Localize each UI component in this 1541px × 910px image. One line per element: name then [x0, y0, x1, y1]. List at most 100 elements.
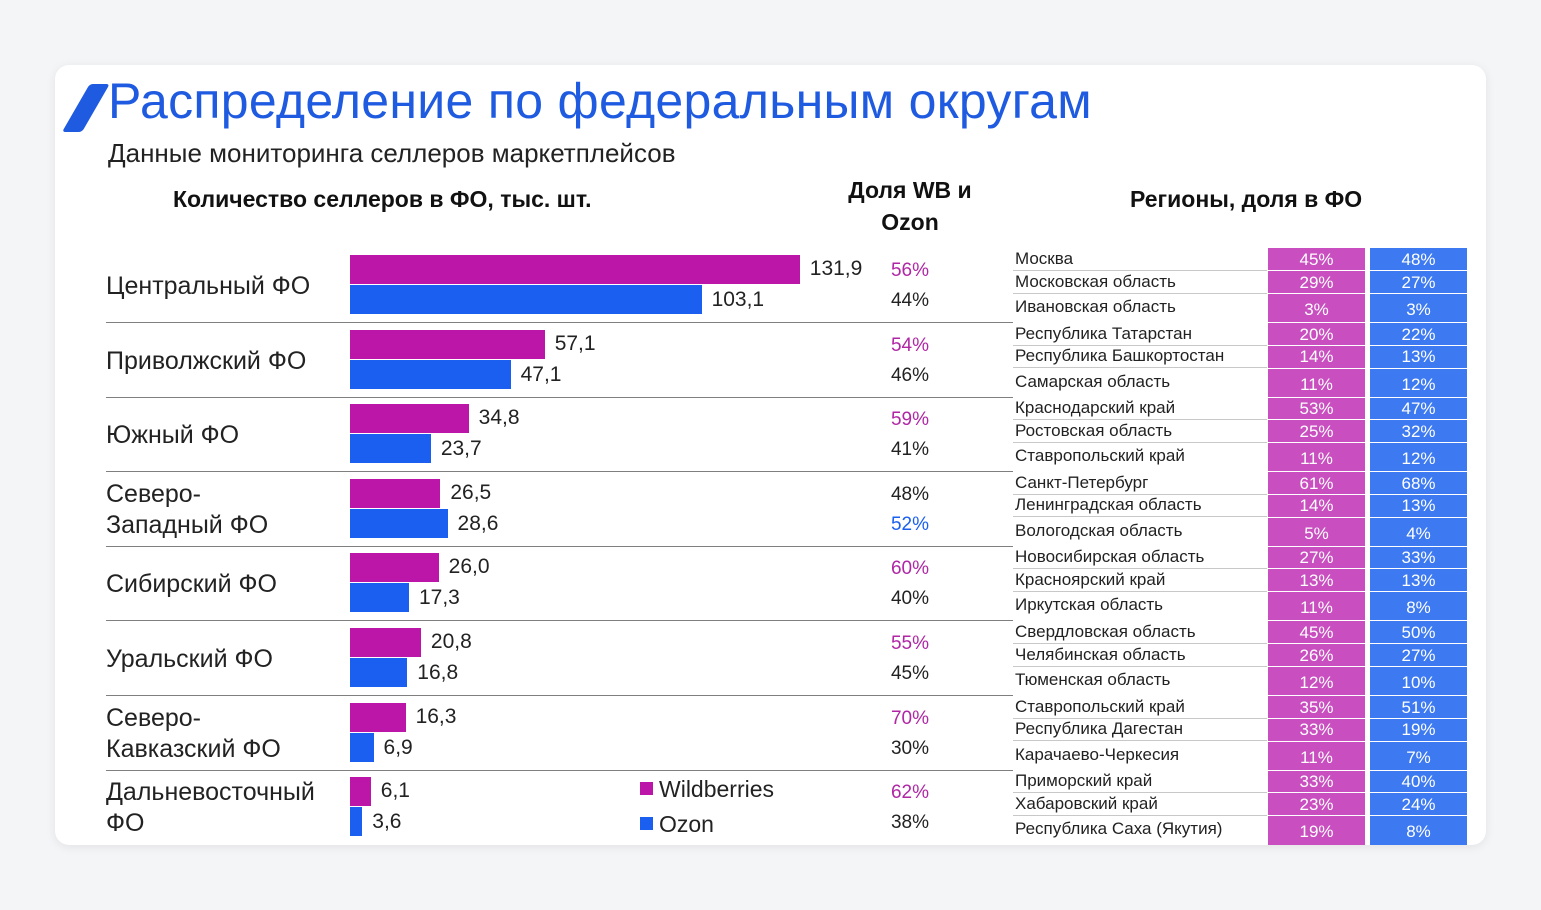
wb-share-label: 62%	[890, 782, 930, 804]
region-cell-divider	[1370, 516, 1467, 518]
region-name: Республика Башкортостан	[1015, 346, 1225, 366]
region-cell-divider	[1268, 545, 1365, 547]
region-cell-divider	[1370, 643, 1467, 644]
region-ozon-share: 12%	[1401, 374, 1436, 394]
legend-wildberries: Wildberries	[640, 776, 774, 803]
district-label-line: Южный ФО	[106, 421, 240, 450]
legend-ozon-label: Ozon	[659, 811, 714, 837]
region-row-line	[1013, 344, 1267, 346]
region-cell-divider	[1268, 769, 1365, 771]
sellers-column-header: Количество селлеров в ФО, тыс. шт.	[173, 186, 592, 212]
wb-bar	[350, 702, 406, 732]
region-row-line	[1013, 493, 1267, 495]
page-title: Распределение по федеральным округам	[108, 73, 1092, 129]
region-cell-divider	[1268, 568, 1365, 570]
region-wb-share: 20%	[1299, 324, 1334, 344]
wb-bar	[350, 404, 469, 434]
district-label-line: Дальневосточный	[106, 778, 315, 807]
region-cell-divider	[1370, 666, 1467, 667]
ozon-value-label: 3,6	[372, 810, 402, 834]
ozon-bar	[350, 508, 448, 538]
ozon-value-label: 28,6	[457, 511, 499, 535]
region-wb-share: 14%	[1299, 496, 1334, 516]
ozon-share-label: 44%	[890, 290, 930, 311]
legend-wildberries-label: Wildberries	[659, 776, 775, 802]
region-cell-divider	[1370, 293, 1467, 294]
region-row-line	[1013, 568, 1267, 570]
region-wb-share: 11%	[1300, 747, 1333, 767]
wb-share-label: 70%	[890, 707, 930, 729]
region-cell-divider	[1370, 815, 1467, 817]
region-cell-divider	[1370, 322, 1467, 323]
wb-bar	[350, 553, 439, 583]
region-name: Республика Саха (Якутия)	[1015, 819, 1223, 839]
region-wb-share: 26%	[1299, 645, 1334, 665]
district-label: Северо- Западный ФО	[106, 479, 346, 541]
region-name: Республика Татарстан	[1015, 323, 1192, 343]
region-wb-share: 3%	[1304, 300, 1329, 319]
wb-share-label: 55%	[890, 633, 930, 654]
wb-bar	[350, 478, 441, 508]
district-label: Приволжский ФО	[106, 346, 346, 377]
region-ozon-share: 51%	[1401, 697, 1436, 717]
region-name: Самарская область	[1015, 371, 1171, 391]
region-cell-divider	[1268, 666, 1365, 667]
region-wb-share: 61%	[1299, 473, 1334, 493]
region-cell-divider	[1268, 344, 1365, 346]
district-label: Уральский ФО	[106, 644, 346, 675]
region-name: Санкт-Петербург	[1015, 472, 1149, 492]
wb-value-label: 20,8	[430, 630, 472, 653]
ozon-bar	[350, 732, 374, 762]
ozon-share-label: 30%	[890, 737, 930, 759]
region-name: Москва	[1015, 249, 1074, 268]
region-row-line	[1013, 516, 1267, 518]
wb-bar	[350, 255, 800, 284]
page-subtitle: Данные мониторинга селлеров маркетплейсо…	[108, 138, 676, 168]
region-name: Ставропольский край	[1015, 446, 1185, 466]
region-cell-divider	[1268, 367, 1365, 369]
region-cell-divider	[1268, 591, 1365, 593]
wb-bar	[350, 777, 371, 807]
region-row-line	[1013, 814, 1267, 816]
wb-share-label: 48%	[890, 483, 930, 505]
district-label: Дальневосточный ФО	[106, 777, 346, 839]
region-cell-divider	[1268, 620, 1365, 622]
district-label-line: Северо-	[106, 479, 201, 508]
region-cell-divider	[1268, 270, 1365, 271]
region-wb-share: 23%	[1299, 794, 1334, 814]
ozon-bar	[350, 434, 431, 464]
district-label: Центральный ФО	[106, 271, 346, 302]
region-cell-divider	[1268, 293, 1365, 294]
region-row-line	[1013, 367, 1267, 369]
region-ozon-share: 27%	[1401, 645, 1436, 665]
region-wb-share: 25%	[1299, 421, 1334, 441]
region-row-line	[1013, 270, 1267, 271]
region-wb-share: 33%	[1299, 772, 1334, 792]
region-name: Карачаево-Черкесия	[1015, 744, 1180, 764]
region-ozon-share: 3%	[1406, 300, 1431, 319]
region-wb-share: 13%	[1299, 570, 1334, 590]
region-cell-divider	[1268, 471, 1365, 473]
row-separator	[106, 695, 1013, 696]
region-row-line	[1013, 740, 1267, 742]
region-cell-divider	[1268, 493, 1365, 495]
region-ozon-share: 48%	[1401, 250, 1436, 269]
wb-share-label: 54%	[890, 334, 930, 356]
wb-value-label: 57,1	[554, 331, 596, 355]
wb-value-label: 26,5	[450, 480, 492, 504]
district-label-line: Центральный ФО	[106, 272, 311, 300]
district-label: Сибирский ФО	[106, 569, 346, 600]
region-cell-divider	[1370, 620, 1467, 622]
row-separator	[106, 620, 1013, 622]
region-name: Челябинская область	[1015, 644, 1186, 664]
region-cell-divider	[1268, 442, 1365, 444]
region-ozon-share: 12%	[1401, 449, 1436, 469]
district-label: Северо- Кавказский ФО	[106, 703, 346, 765]
region-wb-share: 11%	[1300, 449, 1333, 469]
region-ozon-share: 19%	[1401, 720, 1436, 740]
region-wb-share: 35%	[1299, 697, 1334, 717]
region-row-line	[1013, 665, 1267, 667]
region-name: Вологодская область	[1015, 520, 1183, 540]
region-cell-divider	[1370, 367, 1467, 369]
ozon-bar	[350, 658, 408, 687]
